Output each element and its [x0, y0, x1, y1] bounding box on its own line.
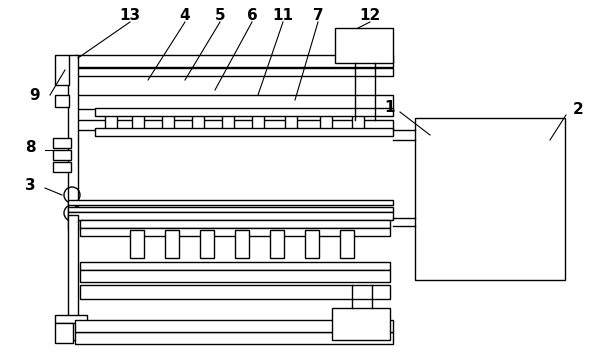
Bar — [415, 118, 565, 280]
Bar — [80, 220, 390, 228]
Bar — [222, 110, 234, 132]
Text: 4: 4 — [180, 7, 190, 23]
Bar — [162, 110, 174, 132]
Bar — [200, 230, 214, 258]
Bar — [68, 207, 393, 212]
Bar — [130, 230, 144, 258]
Bar — [55, 95, 69, 107]
Bar — [75, 68, 393, 76]
Text: 13: 13 — [120, 7, 141, 23]
Bar — [53, 138, 71, 148]
Bar — [75, 320, 393, 332]
Text: 11: 11 — [273, 7, 293, 23]
Bar — [252, 110, 264, 132]
Bar — [305, 230, 319, 258]
Bar — [285, 110, 297, 132]
Bar — [53, 150, 71, 160]
Text: 7: 7 — [313, 7, 324, 23]
Text: 6: 6 — [247, 7, 257, 23]
Text: 5: 5 — [215, 7, 225, 23]
Bar — [105, 110, 117, 132]
Bar — [68, 200, 393, 205]
Bar — [75, 95, 393, 109]
Bar — [55, 55, 69, 85]
Text: 8: 8 — [25, 141, 36, 155]
Bar — [80, 262, 390, 270]
Bar — [132, 110, 144, 132]
Bar — [95, 108, 393, 116]
Bar — [352, 110, 364, 132]
Bar — [75, 120, 393, 130]
Bar — [340, 230, 354, 258]
Bar — [95, 128, 393, 136]
Bar — [68, 215, 78, 340]
Bar — [192, 110, 204, 132]
Bar — [270, 230, 284, 258]
Text: 2: 2 — [573, 103, 583, 118]
Text: 3: 3 — [25, 177, 36, 193]
Bar — [75, 55, 393, 67]
Bar — [235, 230, 249, 258]
Bar — [320, 110, 332, 132]
Bar — [55, 323, 73, 343]
Bar — [80, 228, 390, 236]
Text: 12: 12 — [359, 7, 381, 23]
Bar — [165, 230, 179, 258]
Bar — [80, 285, 390, 299]
Bar — [332, 308, 390, 340]
Bar — [68, 212, 393, 220]
Bar — [80, 270, 390, 282]
Bar — [75, 332, 393, 344]
Bar — [335, 28, 393, 63]
Text: 9: 9 — [29, 87, 41, 103]
Bar — [55, 315, 87, 323]
Bar — [53, 162, 71, 172]
Text: 1: 1 — [385, 101, 395, 115]
Bar — [68, 55, 78, 230]
